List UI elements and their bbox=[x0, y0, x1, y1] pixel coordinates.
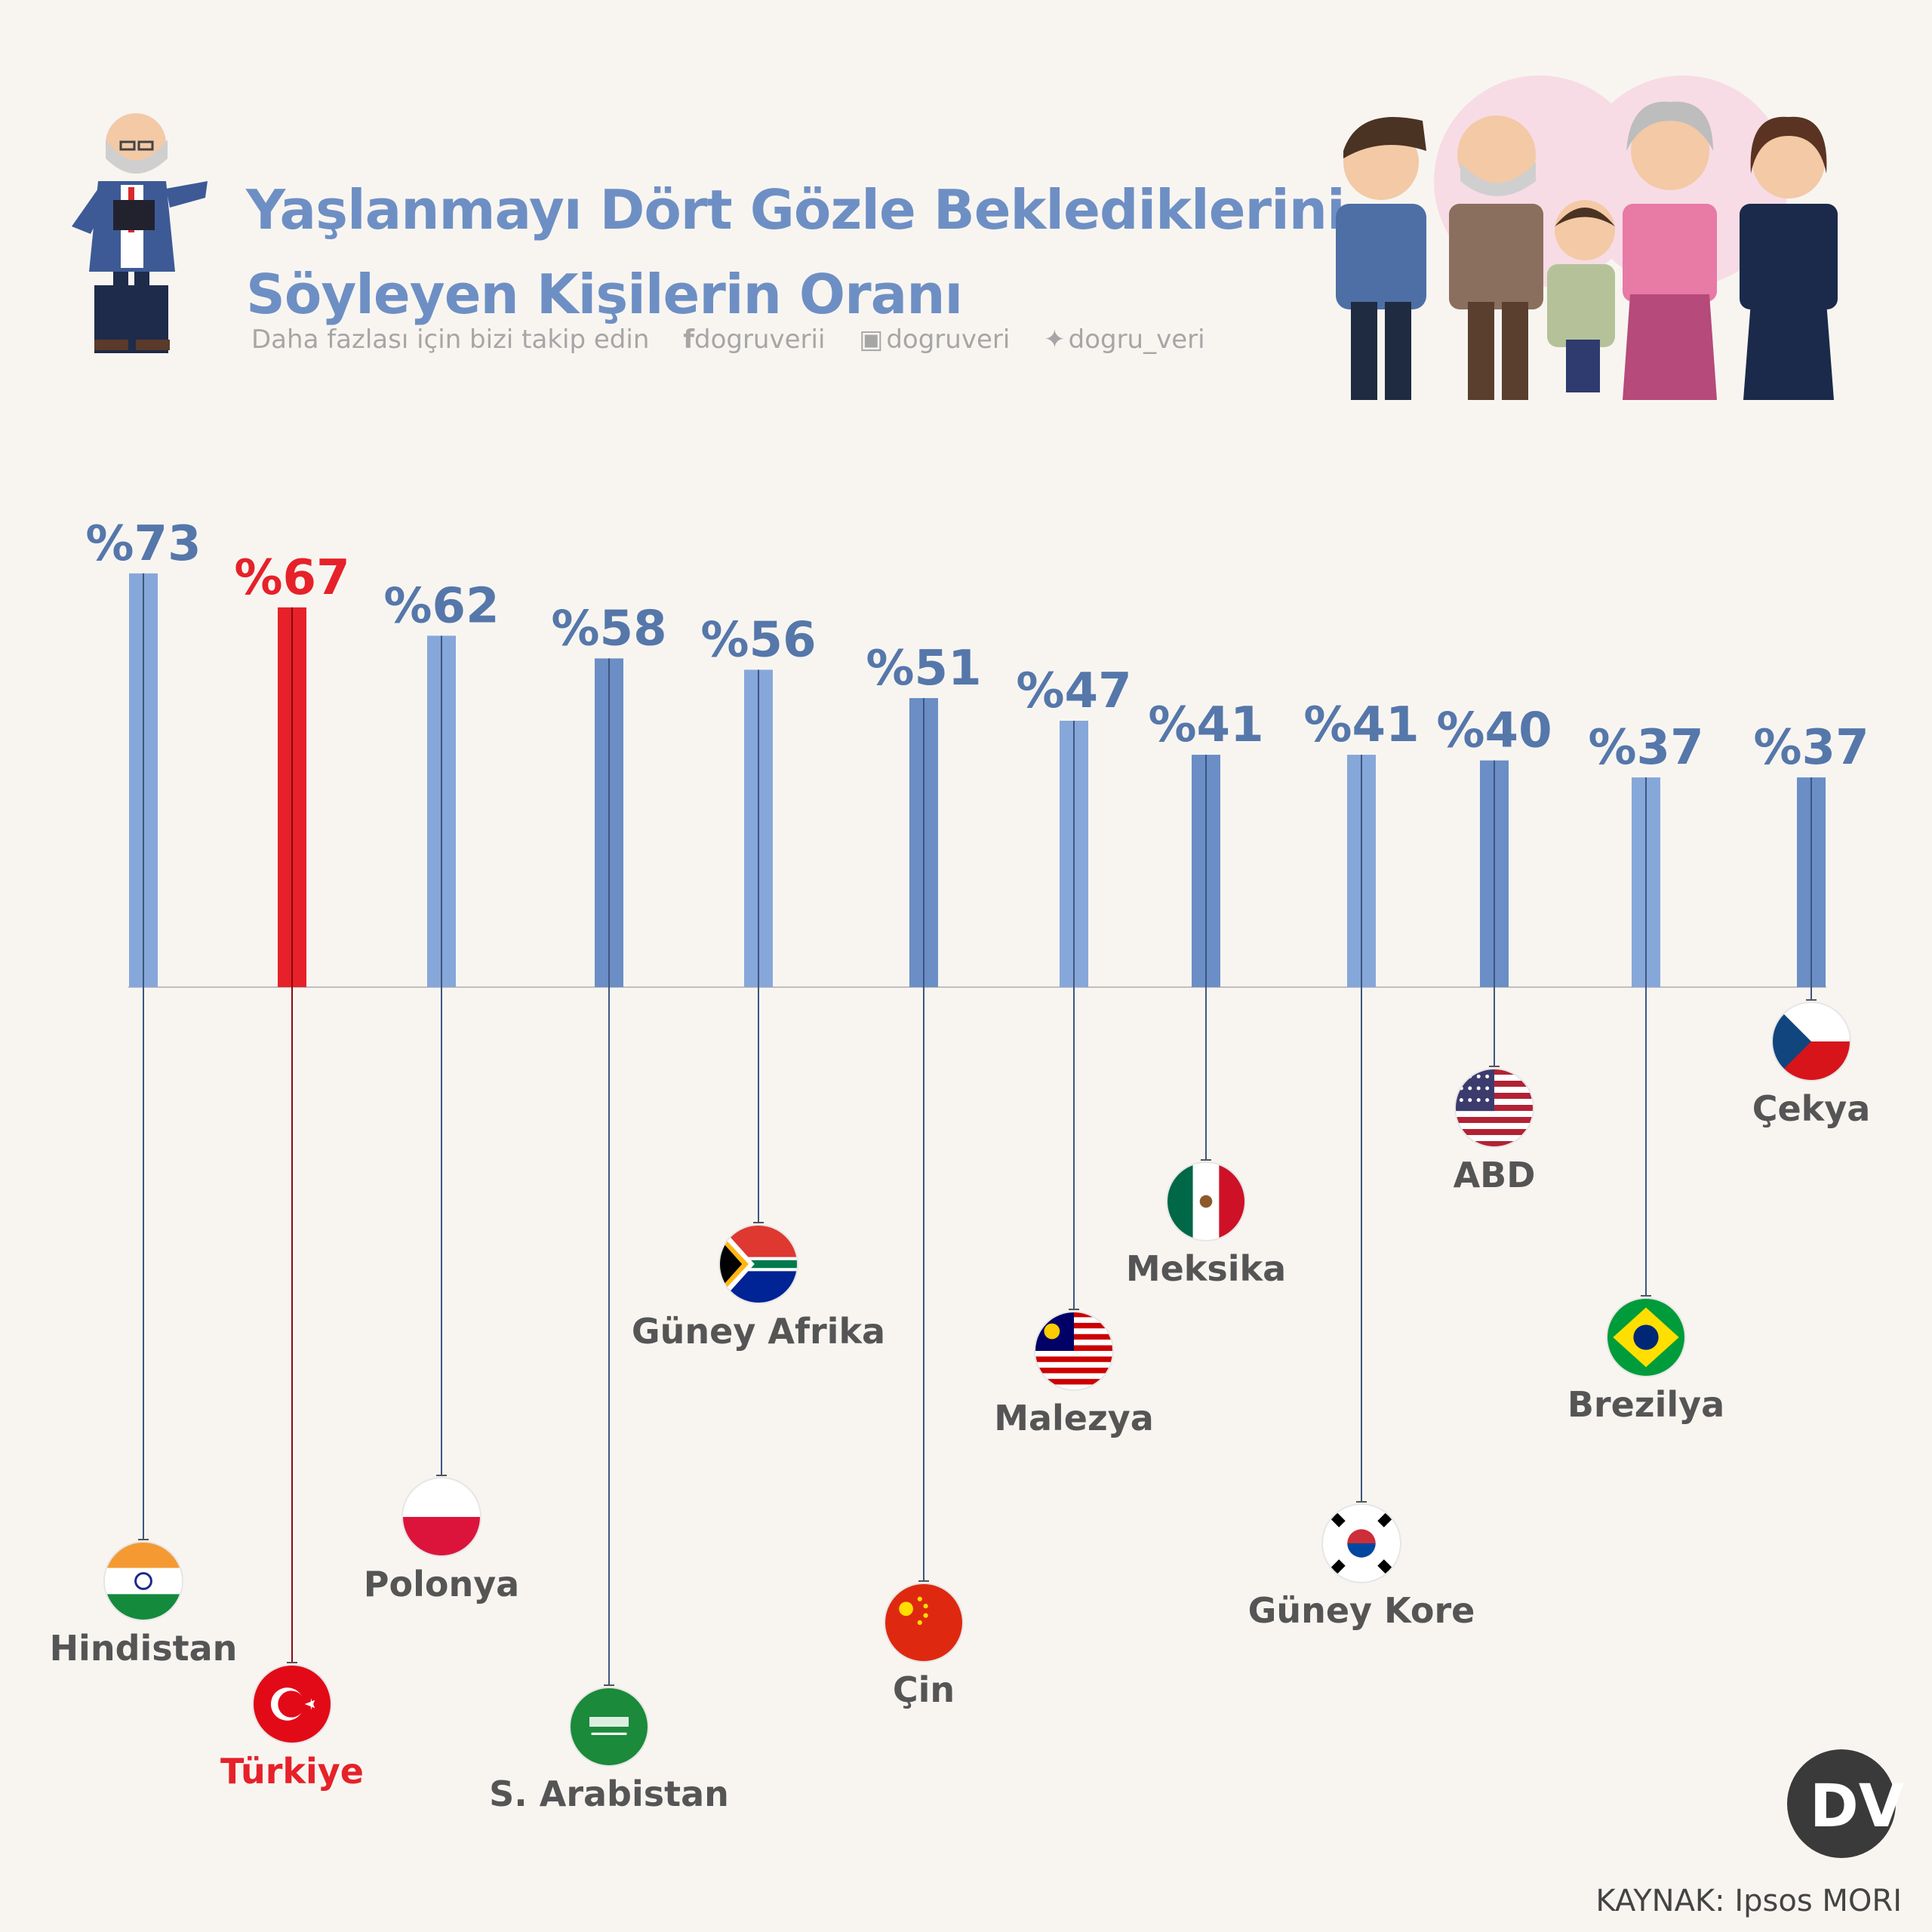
instagram-link[interactable]: ▣ dogruveri bbox=[859, 325, 1011, 355]
logo-text: DV bbox=[1810, 1773, 1904, 1841]
country-label-6: Malezya bbox=[994, 1398, 1154, 1438]
value-label-10: %37 bbox=[1588, 720, 1703, 776]
source-note: KAYNAK: Ipsos MORI bbox=[1595, 1884, 1902, 1918]
brazil-flag-icon bbox=[1606, 1297, 1686, 1377]
value-label-7: %41 bbox=[1148, 697, 1263, 753]
title-line-2: Söyleyen Kişilerin Oranı bbox=[246, 263, 963, 326]
south-korea-flag-icon bbox=[1321, 1503, 1401, 1583]
country-label-5: Çin bbox=[893, 1669, 955, 1710]
south-africa-flag-icon bbox=[718, 1224, 798, 1304]
usa-flag-icon bbox=[1454, 1068, 1534, 1148]
follow-bar: Daha fazlası için bizi takip edin fdogru… bbox=[251, 325, 1231, 355]
value-label-1: %67 bbox=[234, 550, 349, 606]
presenter-illustration bbox=[72, 113, 208, 353]
country-label-7: Meksika bbox=[1126, 1248, 1286, 1289]
value-label-3: %58 bbox=[551, 601, 666, 657]
twitter-icon: ✦ bbox=[1044, 325, 1066, 355]
country-label-4: Güney Afrika bbox=[632, 1311, 885, 1352]
czechia-flag-icon bbox=[1771, 1001, 1851, 1081]
instagram-icon: ▣ bbox=[859, 325, 884, 355]
country-label-10: Brezilya bbox=[1567, 1384, 1724, 1425]
facebook-icon: f bbox=[683, 325, 694, 355]
country-label-9: ABD bbox=[1454, 1155, 1536, 1195]
mexico-flag-icon bbox=[1166, 1161, 1246, 1241]
country-label-11: Çekya bbox=[1752, 1088, 1871, 1129]
title-line-1: Yaşlanmayı Dört Gözle Beklediklerini bbox=[246, 178, 1346, 242]
saudi-arabia-flag-icon bbox=[569, 1687, 649, 1767]
india-flag-icon bbox=[103, 1541, 183, 1621]
country-label-8: Güney Kore bbox=[1248, 1590, 1475, 1631]
china-flag-icon bbox=[884, 1583, 964, 1663]
poland-flag-icon bbox=[401, 1477, 481, 1557]
turkey-flag-icon bbox=[252, 1664, 332, 1744]
country-label-0: Hindistan bbox=[50, 1628, 238, 1669]
follow-text: Daha fazlası için bizi takip edin bbox=[251, 325, 650, 355]
dogruluk-veri-logo-icon: DV bbox=[1787, 1749, 1904, 1858]
chart-title: Yaşlanmayı Dört Gözle Beklediklerini Söy… bbox=[246, 168, 1346, 337]
value-label-11: %37 bbox=[1753, 720, 1869, 776]
malaysia-flag-icon bbox=[1034, 1311, 1114, 1391]
family-illustration bbox=[1336, 75, 1838, 400]
country-label-2: Polonya bbox=[364, 1564, 519, 1604]
country-label-3: S. Arabistan bbox=[489, 1774, 729, 1814]
value-label-4: %56 bbox=[700, 612, 816, 668]
value-label-0: %73 bbox=[85, 516, 201, 572]
value-label-6: %47 bbox=[1016, 663, 1131, 719]
facebook-link[interactable]: fdogruverii bbox=[683, 325, 826, 355]
country-label-1: Türkiye bbox=[220, 1751, 364, 1792]
value-label-2: %62 bbox=[383, 578, 499, 634]
value-label-9: %40 bbox=[1436, 703, 1552, 759]
value-label-5: %51 bbox=[866, 641, 981, 697]
twitter-link[interactable]: ✦ dogru_veri bbox=[1044, 325, 1205, 355]
value-label-8: %41 bbox=[1303, 697, 1419, 753]
